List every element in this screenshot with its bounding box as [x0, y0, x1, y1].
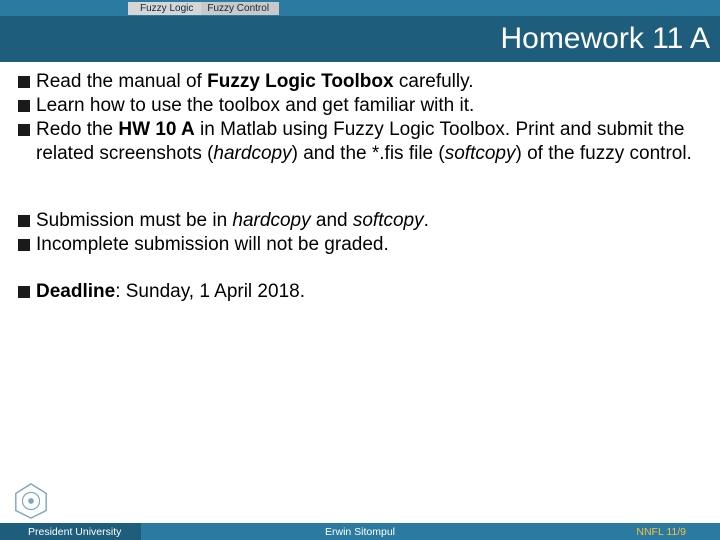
footer-left-label: President University	[0, 523, 141, 540]
bullet-item: Read the manual of Fuzzy Logic Toolbox c…	[18, 70, 706, 93]
text-run: carefully.	[394, 71, 474, 92]
breadcrumb-item-2: Fuzzy Control	[201, 2, 279, 15]
text-bold: Fuzzy Logic Toolbox	[207, 71, 393, 92]
bullet-square-icon	[18, 239, 30, 251]
text-bold: HW 10 A	[118, 119, 194, 140]
footer-right-label: NNFL 11/9	[636, 526, 686, 538]
bullet-text: Redo the HW 10 A in Matlab using Fuzzy L…	[36, 118, 706, 164]
header-top-bar: Fuzzy Logic Fuzzy Control	[0, 0, 720, 16]
bullet-text: Deadline: Sunday, 1 April 2018.	[36, 280, 706, 303]
bullet-item: Deadline: Sunday, 1 April 2018.	[18, 280, 706, 303]
bullet-text: Submission must be in hardcopy and softc…	[36, 209, 706, 232]
bullet-square-icon	[18, 286, 30, 298]
bullet-square-icon	[18, 76, 30, 88]
footer-center-label: Erwin Sitompul	[325, 526, 395, 538]
text-run: Redo the	[36, 119, 118, 140]
footer-bar: President University Erwin Sitompul NNFL…	[0, 523, 720, 540]
bullet-item: Submission must be in hardcopy and softc…	[18, 209, 706, 232]
text-run: Read the manual of	[36, 71, 207, 92]
slide-content: Read the manual of Fuzzy Logic Toolbox c…	[0, 62, 720, 303]
bullet-item: Redo the HW 10 A in Matlab using Fuzzy L…	[18, 118, 706, 164]
bullet-square-icon	[18, 124, 30, 136]
bullet-group-3: Deadline: Sunday, 1 April 2018.	[18, 280, 706, 303]
text-run: ) of the fuzzy control.	[515, 143, 691, 164]
bullet-text: Learn how to use the toolbox and get fam…	[36, 94, 706, 117]
breadcrumb: Fuzzy Logic Fuzzy Control	[0, 2, 279, 15]
slide-header: Fuzzy Logic Fuzzy Control Homework 11 A	[0, 0, 720, 62]
page-title: Homework 11 A	[500, 22, 710, 56]
text-run: ) and the *.fis file (	[292, 143, 445, 164]
text-italic: hardcopy	[232, 210, 310, 231]
slide-footer: President University Erwin Sitompul NNFL…	[0, 523, 720, 540]
text-italic: softcopy	[353, 210, 424, 231]
bullet-item: Learn how to use the toolbox and get fam…	[18, 94, 706, 117]
bullet-square-icon	[18, 215, 30, 227]
header-title-bar: Homework 11 A	[0, 16, 720, 62]
text-run: Submission must be in	[36, 210, 232, 231]
text-italic: hardcopy	[213, 143, 291, 164]
text-bold: Deadline	[36, 281, 115, 302]
bullet-text: Incomplete submission will not be graded…	[36, 233, 706, 256]
bullet-group-2: Submission must be in hardcopy and softc…	[18, 209, 706, 256]
university-logo-icon	[12, 482, 50, 520]
text-run: : Sunday, 1 April 2018.	[115, 281, 305, 302]
bullet-group-1: Read the manual of Fuzzy Logic Toolbox c…	[18, 70, 706, 165]
breadcrumb-item-1: Fuzzy Logic	[128, 2, 201, 15]
bullet-item: Incomplete submission will not be graded…	[18, 233, 706, 256]
text-run: .	[424, 210, 429, 231]
bullet-text: Read the manual of Fuzzy Logic Toolbox c…	[36, 70, 706, 93]
text-italic: softcopy	[445, 143, 516, 164]
bullet-square-icon	[18, 100, 30, 112]
text-run: and	[311, 210, 353, 231]
